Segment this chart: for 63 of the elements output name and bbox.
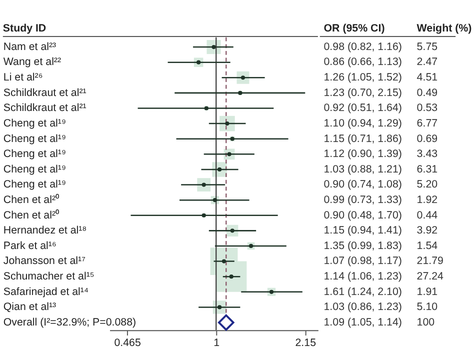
text: 6.31 <box>416 163 438 176</box>
text: 100 <box>416 316 435 328</box>
text: 1.07 (0.98, 1.17) <box>324 255 402 268</box>
x-tick-label: 0.465 <box>114 337 141 350</box>
text: 1.35 (0.99, 1.83) <box>324 240 402 252</box>
y-tick-label: Cheng et al¹⁹ <box>3 117 66 130</box>
text: 0.92 (0.51, 1.64) <box>324 102 402 114</box>
y-tick-label: Johansson et al¹⁷ <box>3 255 86 268</box>
y-tick-label: Li et al²⁶ <box>3 72 43 84</box>
text: 0.99 (0.73, 1.33) <box>324 194 402 206</box>
text: 1.14 (1.06, 1.23) <box>324 270 402 283</box>
y-tick-label: Qian et al¹³ <box>3 301 57 314</box>
text: 1.15 (0.94, 1.41) <box>324 224 402 237</box>
y-tick-label: Cheng et al¹⁹ <box>3 148 66 160</box>
text: 1.12 (0.90, 1.39) <box>324 148 402 160</box>
x-tick-label: 2.15 <box>295 337 316 350</box>
y-tick-label: Park et al¹⁶ <box>3 240 56 252</box>
text: Weight (%) <box>416 22 472 35</box>
text: 6.77 <box>416 117 438 130</box>
text: 1.54 <box>416 240 438 252</box>
text: 5.10 <box>416 301 438 314</box>
text: 0.98 (0.82, 1.16) <box>324 40 402 53</box>
text: 3.92 <box>416 224 438 237</box>
text: 1.10 (0.94, 1.29) <box>324 117 402 130</box>
text: 0.44 <box>416 209 438 222</box>
y-tick-label: Cheng et al¹⁹ <box>3 178 66 191</box>
y-tick-label: Chen et al²⁰ <box>3 192 60 206</box>
y-tick-label: Wang et al²² <box>3 56 62 68</box>
text: 1.03 (0.88, 1.21) <box>324 163 402 176</box>
text: OR (95% CI) <box>324 22 386 35</box>
text: 21.79 <box>416 255 444 268</box>
y-tick-label: Schumacher et al¹⁵ <box>3 270 94 283</box>
text: 4.51 <box>416 72 438 84</box>
text: 2.47 <box>416 56 438 68</box>
y-tick-label: Safarinejad et al¹⁴ <box>3 286 89 298</box>
text: 1.09 (1.05, 1.14) <box>324 316 402 328</box>
text: 1.15 (0.71, 1.86) <box>324 132 402 145</box>
text: 1.61 (1.24, 2.10) <box>324 286 402 298</box>
y-tick-label: Hernandez et al¹⁸ <box>3 224 87 237</box>
x-tick-label: 1 <box>214 337 220 350</box>
text: 0.90 (0.48, 1.70) <box>324 209 402 222</box>
text: 1.23 (0.70, 2.15) <box>324 86 402 99</box>
y-tick-label: Overall (I²=32.9%; P=0.088) <box>3 316 136 328</box>
y-tick-label: Schildkraut et al²¹ <box>3 86 87 99</box>
y-tick-label: Cheng et al¹⁹ <box>3 132 66 145</box>
text: 1.26 (1.05, 1.52) <box>324 72 402 84</box>
text: 0.69 <box>416 132 438 145</box>
text: 5.75 <box>416 40 438 53</box>
text: 1.03 (0.86, 1.23) <box>324 301 402 314</box>
y-tick-label: Chen et al²⁰ <box>3 208 60 222</box>
y-tick-label: Schildkraut et al²¹ <box>3 102 87 114</box>
y-tick-label: Nam et al²³ <box>3 40 57 53</box>
y-tick-label: Cheng et al¹⁹ <box>3 163 66 176</box>
text: 0.49 <box>416 86 438 99</box>
text: 1.92 <box>416 194 438 206</box>
text: 3.43 <box>416 148 438 160</box>
y-axis-title: Study ID <box>2 22 46 35</box>
text: 0.53 <box>416 102 438 114</box>
text: 0.86 (0.66, 1.13) <box>324 56 402 68</box>
text: 0.90 (0.74, 1.08) <box>324 178 402 191</box>
text: 5.20 <box>416 178 438 191</box>
text: 1.91 <box>416 286 438 298</box>
text: 27.24 <box>416 270 444 283</box>
